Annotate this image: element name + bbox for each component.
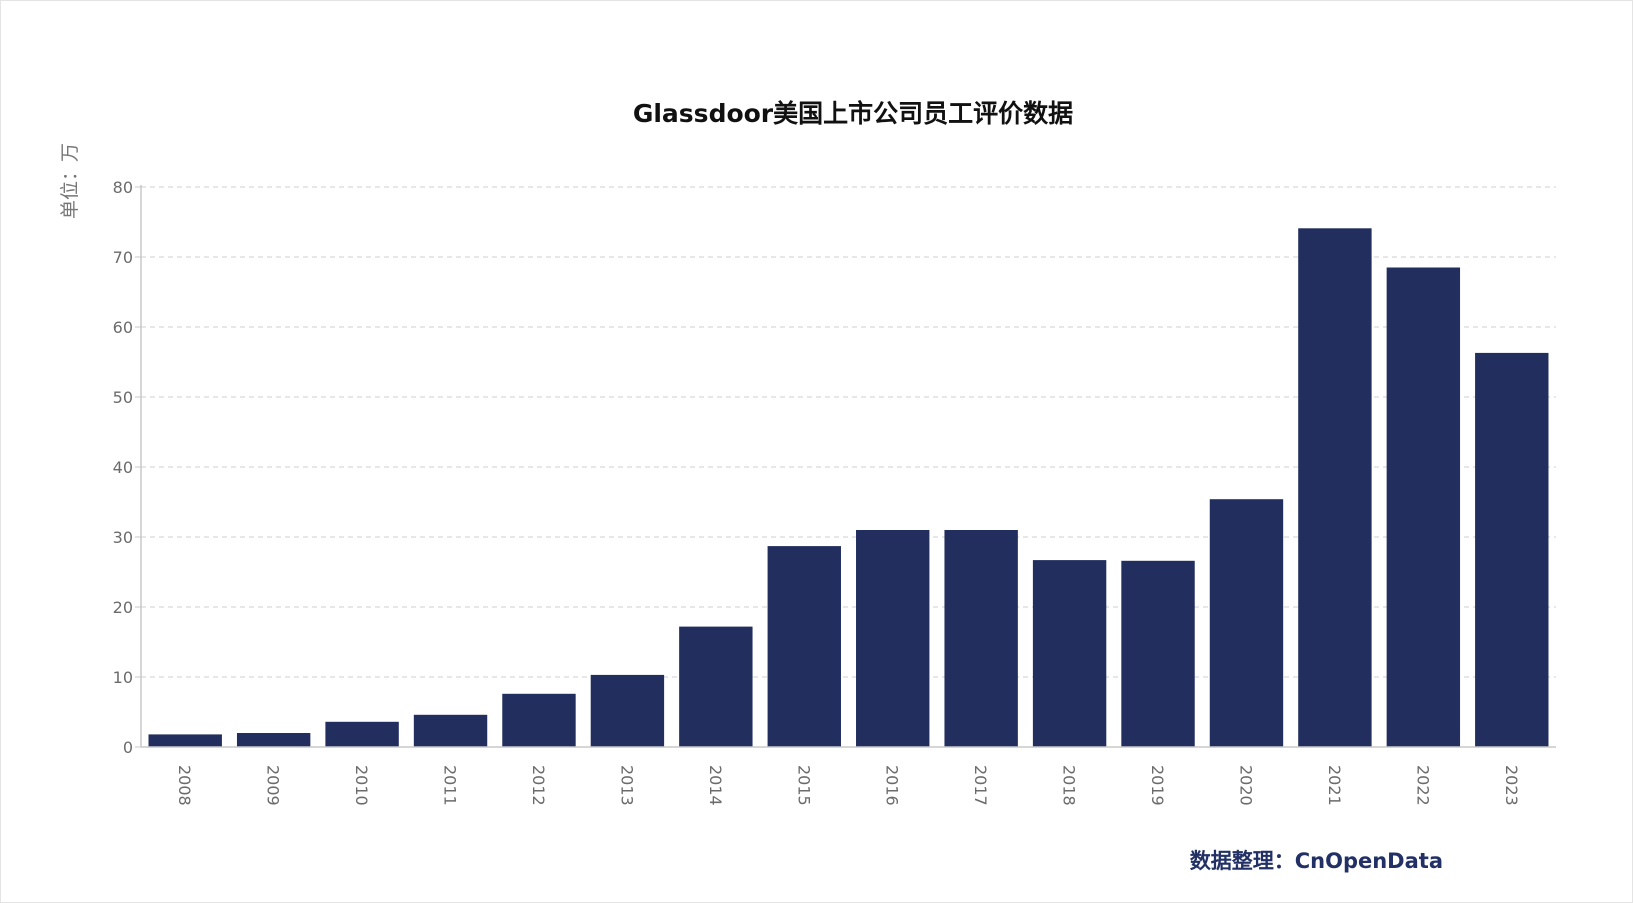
x-axis-ticks: 2008 2009 2010 2011 2012 2013 2014 2015 2016 2017… <box>175 765 1521 806</box>
y-tick-label: 20 <box>113 598 133 617</box>
chart-title: Glassdoor美国上市公司员工评价数据 <box>633 99 1073 128</box>
y-tick-label: 0 <box>123 738 133 757</box>
y-tick-label: 50 <box>113 388 133 407</box>
bar-2008 <box>148 734 222 747</box>
y-tick-label: 60 <box>113 318 133 337</box>
x-tick-label: 2023 <box>1502 765 1521 806</box>
x-tick-label: 2014 <box>706 765 725 806</box>
x-tick-label: 2022 <box>1413 765 1432 806</box>
x-tick-label: 2017 <box>971 765 990 806</box>
bar-2023 <box>1475 352 1549 747</box>
y-axis-unit-label: 单位：万 <box>59 143 81 219</box>
x-tick-label: 2018 <box>1060 765 1079 806</box>
bar-2014 <box>679 626 753 747</box>
bar-2019 <box>1121 560 1195 747</box>
bar-2018 <box>1032 560 1107 747</box>
x-tick-label: 2012 <box>529 765 548 806</box>
bar-2009 <box>236 733 311 747</box>
x-tick-label: 2020 <box>1236 765 1255 806</box>
x-tick-label: 2009 <box>264 765 283 806</box>
x-tick-label: 2016 <box>883 765 902 806</box>
x-tick-label: 2015 <box>794 765 813 806</box>
bar-2021 <box>1298 228 1372 748</box>
bar-2015 <box>767 546 841 747</box>
bar-2010 <box>325 721 399 747</box>
x-tick-label: 2008 <box>175 765 194 806</box>
bar-2012 <box>502 693 576 747</box>
y-axis-ticks: 0 10 20 30 40 50 60 70 80 <box>113 178 141 757</box>
x-tick-label: 2019 <box>1148 765 1167 806</box>
bar-2013 <box>590 674 665 747</box>
x-tick-label: 2013 <box>617 765 636 806</box>
x-tick-label: 2011 <box>441 765 460 806</box>
bar-2020 <box>1209 499 1284 747</box>
x-tick-label: 2010 <box>352 765 371 806</box>
bar-2011 <box>413 714 488 747</box>
bar-2022 <box>1386 267 1461 747</box>
y-tick-label: 30 <box>113 528 133 547</box>
y-tick-label: 40 <box>113 458 133 477</box>
bar-series <box>148 228 1549 748</box>
y-tick-label: 10 <box>113 668 133 687</box>
y-tick-label: 80 <box>113 178 133 197</box>
x-tick-label: 2021 <box>1325 765 1344 806</box>
bar-2017 <box>944 530 1018 747</box>
bar-2016 <box>856 530 930 747</box>
source-note: 数据整理：CnOpenData <box>1190 849 1443 873</box>
y-tick-label: 70 <box>113 248 133 267</box>
